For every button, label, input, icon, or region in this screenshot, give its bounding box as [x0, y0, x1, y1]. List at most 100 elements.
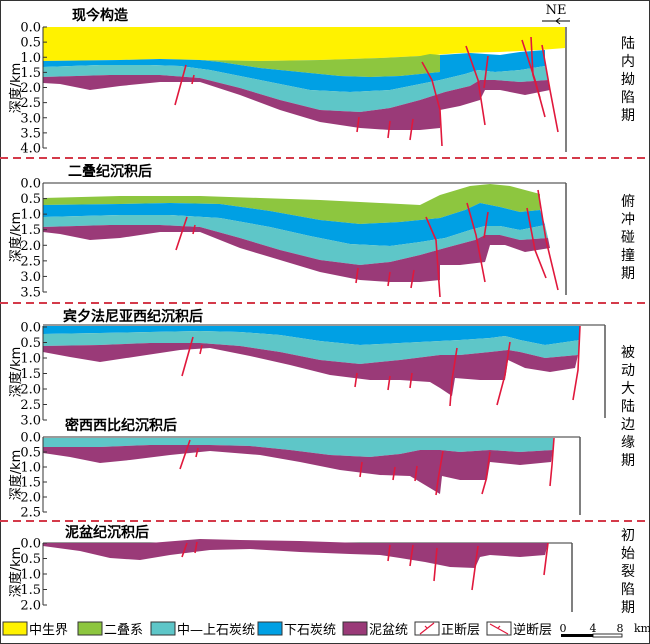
- normal-fault: [537, 189, 559, 291]
- legend-swatch-permian: [77, 621, 103, 636]
- normal-fault: [194, 541, 198, 554]
- legend-label: 泥盆统: [369, 623, 408, 638]
- normal-fault: [433, 547, 438, 582]
- normal-fault: [181, 542, 188, 558]
- normal-fault: [199, 344, 203, 355]
- y-tick-label: 2.0: [20, 491, 41, 506]
- y-tick-label: 2.0: [20, 239, 41, 254]
- y-tick-label: 1.0: [20, 51, 41, 66]
- normal-fault: [175, 216, 188, 251]
- y-tick-label: 2.0: [20, 383, 41, 398]
- normal-fault: [421, 61, 443, 147]
- y-tick-label: 1.0: [20, 208, 41, 223]
- north-east-arrow-icon: [542, 17, 570, 25]
- scale-unit: km: [634, 622, 650, 635]
- y-tick-label: 1.0: [20, 568, 41, 583]
- panel-title: 宾夕法尼亚西纪沉积后: [63, 308, 203, 325]
- normal-fault: [465, 45, 486, 126]
- legend-label: 二叠系: [104, 623, 143, 638]
- y-tick-label: 2.5: [20, 398, 41, 413]
- normal-fault: [572, 325, 581, 401]
- y-tick-label: 0.0: [20, 177, 41, 192]
- faults: [181, 541, 549, 591]
- normal-fault: [387, 544, 391, 562]
- layer-permian: [200, 54, 440, 77]
- scale-bar: 0 4 8 km: [560, 622, 650, 638]
- y-tick-label: 3.0: [20, 270, 41, 285]
- normal-fault: [483, 211, 489, 239]
- normal-fault: [392, 466, 396, 481]
- y-tick-label: 2.5: [20, 506, 41, 521]
- normal-fault: [181, 336, 194, 377]
- normal-fault: [355, 267, 359, 284]
- north-arrow-label: NE: [546, 3, 567, 18]
- normal-fault: [425, 216, 441, 298]
- normal-fault: [410, 269, 415, 289]
- normal-fault: [195, 447, 199, 458]
- reverse-fault-icon: [489, 623, 509, 635]
- normal-fault: [409, 118, 414, 141]
- y-tick-label: 2.0: [20, 81, 41, 96]
- normal-fault: [387, 375, 391, 391]
- normal-fault: [449, 347, 458, 407]
- tectonic-period-label: 初始裂陷期: [621, 527, 635, 616]
- y-ticks: 0.00.51.01.52.02.53.0: [20, 321, 47, 429]
- faults: [175, 189, 559, 298]
- panel-title: 现今构造: [72, 7, 128, 24]
- y-tick-label: 3.5: [20, 286, 41, 301]
- normal-fault: [192, 224, 196, 235]
- y-ticks: 0.00.51.01.52.0: [20, 537, 47, 614]
- y-tick-label: 0.0: [20, 537, 41, 552]
- y-tick-label: 3.0: [20, 414, 41, 429]
- layer-devonian: [43, 343, 578, 396]
- y-tick-label: 0.5: [20, 552, 41, 567]
- y-tick-label: 3.0: [20, 111, 41, 126]
- panel-after-mississippian: 密西西比纪沉积后 0.00.51.01.52.02.5 深度/km: [8, 417, 581, 521]
- normal-fault: [466, 202, 486, 283]
- layer-lower-carboniferous: [43, 203, 545, 246]
- y-axis-label: 深度/km: [8, 347, 24, 398]
- normal-fault: [356, 116, 360, 133]
- y-ticks: 0.00.51.01.52.02.53.03.54.0: [20, 21, 47, 157]
- y-tick-label: 0.5: [20, 192, 41, 207]
- y-tick-label: 0.5: [20, 336, 41, 351]
- layer-devonian: [43, 445, 553, 494]
- panel-after-pennsylvanian: 宾夕法尼亚西纪沉积后 0.00.51.01.52.02.53.0 深度/km 被…: [8, 308, 635, 469]
- period-label-text: 初始裂陷期: [621, 527, 635, 616]
- period-label-text: 陆内拗陷期: [621, 36, 635, 124]
- legend-swatch-lower-carboniferous: [257, 621, 283, 636]
- y-axis-label: 深度/km: [8, 212, 24, 263]
- panel-present: 现今构造 0.00.51.01.52.02.53.03.54.0 深度/km N…: [8, 3, 635, 157]
- faults: [174, 36, 559, 147]
- normal-fault: [549, 437, 555, 487]
- normal-fault: [359, 461, 363, 478]
- y-axis-label: 深度/km: [8, 63, 24, 114]
- legend-label: 下石炭统: [284, 623, 336, 638]
- y-tick-label: 0.5: [20, 36, 41, 51]
- tectonic-period-label: 陆内拗陷期: [621, 36, 635, 124]
- normal-fault: [530, 36, 541, 99]
- normal-fault: [387, 120, 391, 139]
- layer-mesozoic: [43, 27, 565, 61]
- panel-title: 密西西比纪沉积后: [64, 417, 177, 434]
- normal-fault: [387, 271, 391, 287]
- layer-lower-carboniferous: [43, 50, 545, 92]
- panel-title: 泥盆纪沉积后: [65, 524, 149, 541]
- layer-mid-upper-carboniferous: [43, 438, 553, 457]
- scale-bar-segment-filled: [561, 634, 593, 637]
- panel-title: 二叠纪沉积后: [68, 163, 152, 180]
- layer-mid-upper-carboniferous: [43, 65, 548, 112]
- legend-swatch-mid-upper-carboniferous: [150, 621, 176, 636]
- layer-devonian: [43, 225, 550, 282]
- tectonic-period-label: 俯冲碰撞期: [621, 194, 635, 282]
- layer-mid-upper-carboniferous: [43, 331, 580, 364]
- y-tick-label: 4.0: [20, 142, 41, 157]
- normal-fault: [174, 64, 187, 106]
- normal-fault: [543, 542, 549, 576]
- layer-permian: [43, 184, 540, 224]
- normal-fault: [409, 544, 414, 567]
- tectonic-period-label: 被动大陆边缘期: [621, 345, 635, 469]
- normal-fault: [526, 207, 547, 279]
- legend-label: 逆断层: [513, 622, 552, 638]
- normal-fault: [179, 439, 191, 470]
